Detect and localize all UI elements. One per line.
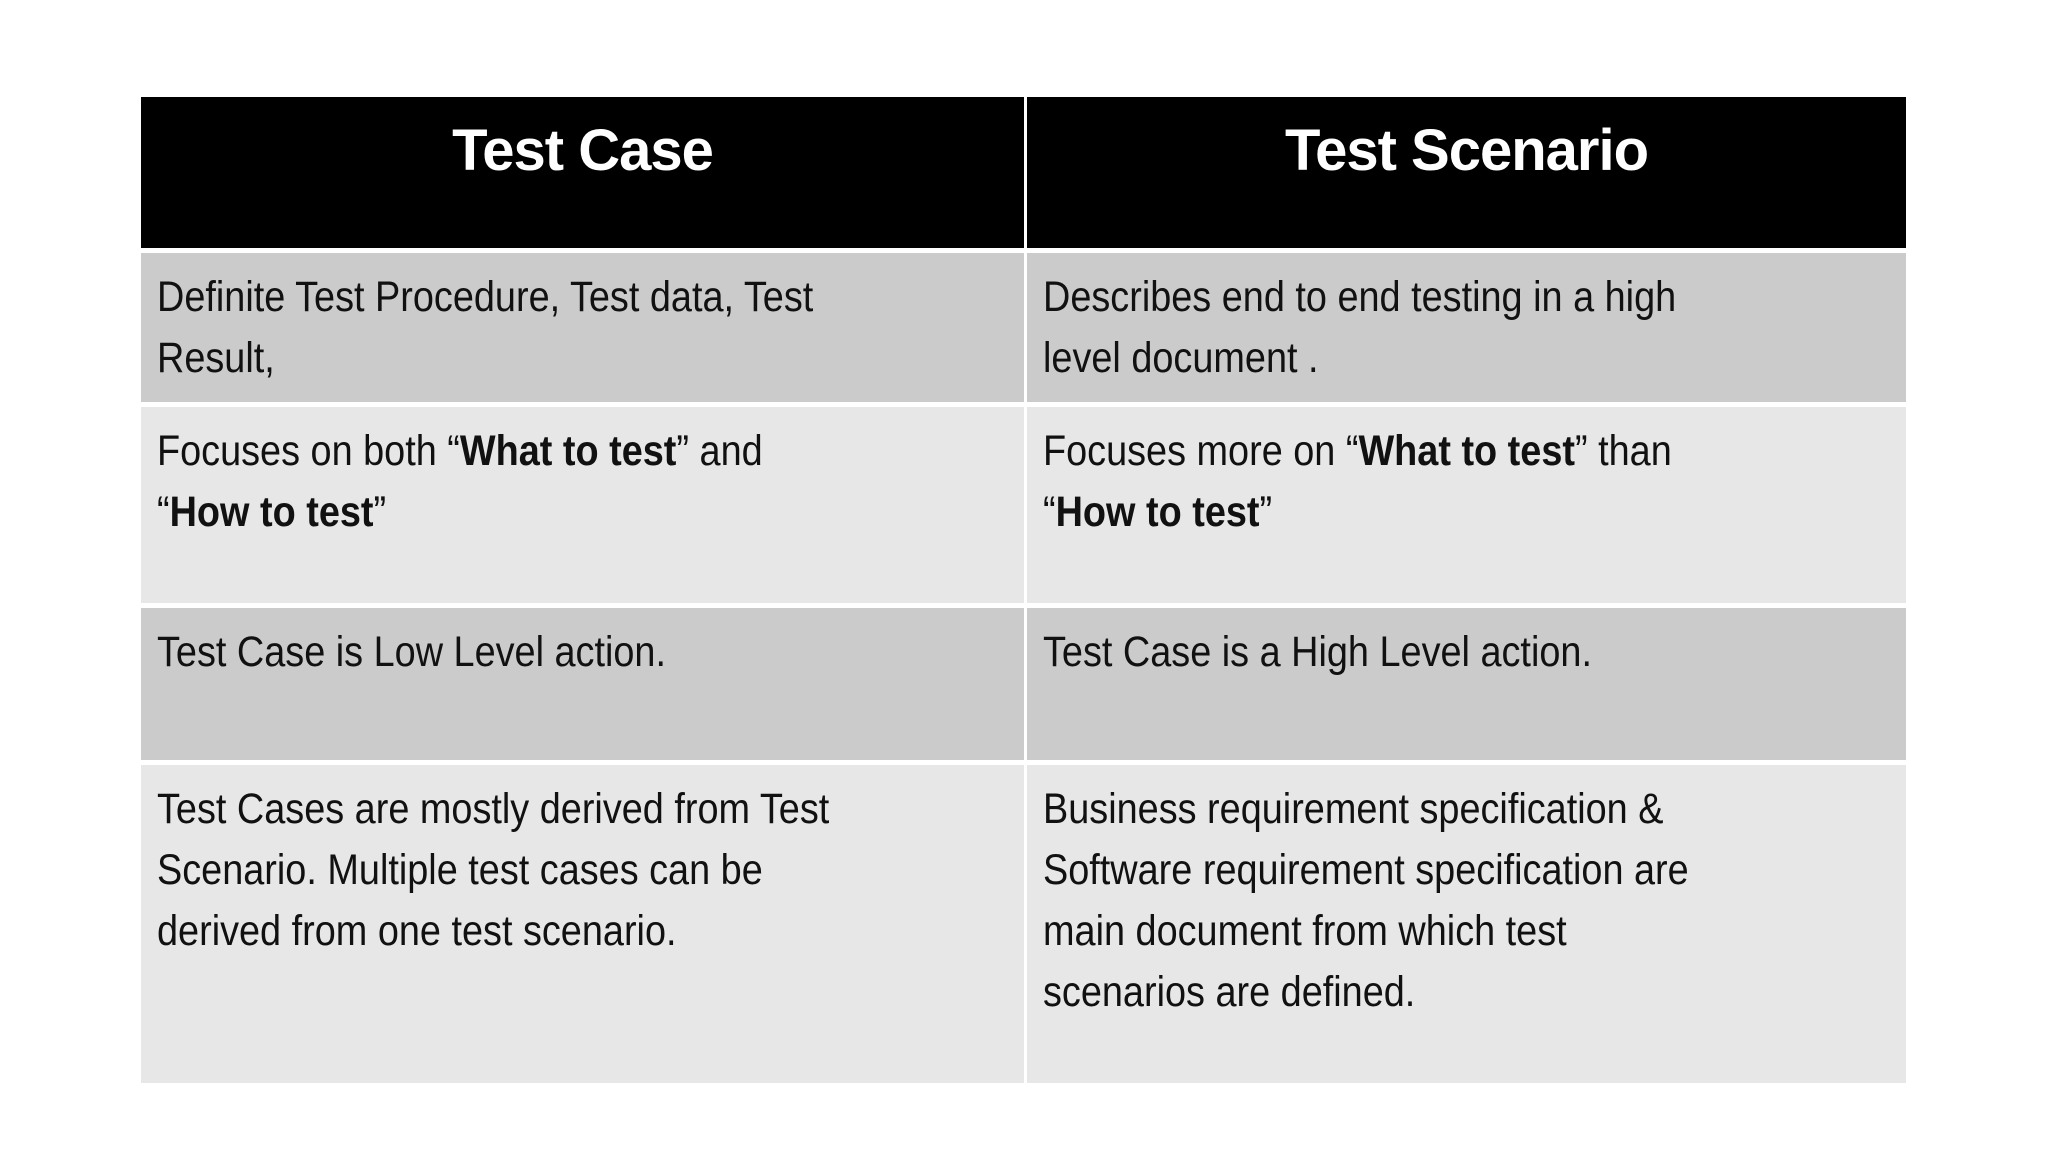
header-test-scenario: Test Scenario	[1024, 97, 1906, 248]
text: scenarios are defined.	[1043, 968, 1416, 1016]
text: Software requirement specification are	[1043, 846, 1689, 894]
text: Definite Test Procedure, Test data, Test	[157, 273, 814, 321]
table-row: Definite Test Procedure, Test data, Test…	[141, 253, 1906, 407]
text: Business requirement specification &	[1043, 785, 1664, 833]
cell-text-line: main document from which test	[1043, 901, 1788, 962]
test-scenario-cell: Business requirement specification & Soft…	[1024, 765, 1906, 1083]
cell-text-line: Result,	[157, 328, 906, 389]
test-scenario-cell: Describes end to end testing in a high le…	[1024, 253, 1906, 402]
text: ” and	[676, 427, 763, 475]
bold-text: How to test	[169, 488, 374, 536]
text: Test Case is a High Level action.	[1043, 628, 1592, 676]
header-test-case: Test Case	[452, 118, 714, 183]
cell-text-line: Definite Test Procedure, Test data, Test	[157, 267, 906, 328]
test-case-cell: Test Case is Low Level action.	[141, 608, 1024, 760]
cell-text-line: Test Cases are mostly derived from Test	[157, 779, 906, 840]
table-row: Test Cases are mostly derived from Test S…	[141, 765, 1906, 1088]
text: Scenario. Multiple test cases can be	[157, 846, 763, 894]
bold-text: What to test	[459, 427, 677, 475]
cell-text-line: “How to test”	[157, 482, 906, 543]
cell-text-line: derived from one test scenario.	[157, 901, 906, 962]
cell-text-line: Business requirement specification &	[1043, 779, 1788, 840]
text: main document from which test	[1043, 907, 1567, 955]
table-row: Focuses on both “What to test” and “How t…	[141, 407, 1906, 608]
cell-text-line: Describes end to end testing in a high	[1043, 267, 1788, 328]
cell-text-line: Software requirement specification are	[1043, 840, 1788, 901]
comparison-table: Test Case Test Scenario Definite Test Pr…	[141, 97, 1906, 1088]
text: Test Cases are mostly derived from Test	[157, 785, 830, 833]
test-case-cell: Focuses on both “What to test” and “How t…	[141, 407, 1024, 603]
table-row: Test Case is Low Level action. Test Case …	[141, 608, 1906, 765]
cell-text-line: Test Case is a High Level action.	[1043, 622, 1788, 683]
text: ”	[1259, 488, 1273, 536]
text: Focuses more on “	[1043, 427, 1359, 475]
text: “	[1043, 488, 1056, 536]
cell-text-line: Focuses on both “What to test” and	[157, 421, 906, 482]
text: Result,	[157, 334, 275, 382]
test-scenario-cell: Focuses more on “What to test” than “How …	[1024, 407, 1906, 603]
text: Test Case is Low Level action.	[157, 628, 666, 676]
cell-text-line: Test Case is Low Level action.	[157, 622, 906, 683]
bold-text: What to test	[1358, 427, 1575, 475]
cell-text-line: level document .	[1043, 328, 1788, 389]
text: Describes end to end testing in a high	[1043, 273, 1677, 321]
cell-text-line: scenarios are defined.	[1043, 962, 1788, 1023]
text: “	[157, 488, 170, 536]
text: ”	[373, 488, 387, 536]
cell-text-line: “How to test”	[1043, 482, 1788, 543]
text: level document .	[1043, 334, 1319, 382]
text: Focuses on both “	[157, 427, 460, 475]
cell-text-line: Scenario. Multiple test cases can be	[157, 840, 906, 901]
text: derived from one test scenario.	[157, 907, 677, 955]
test-case-cell: Definite Test Procedure, Test data, Test…	[141, 253, 1024, 402]
text: ” than	[1574, 427, 1672, 475]
bold-text: How to test	[1055, 488, 1260, 536]
cell-text-line: Focuses more on “What to test” than	[1043, 421, 1788, 482]
test-scenario-cell: Test Case is a High Level action.	[1024, 608, 1906, 760]
test-case-cell: Test Cases are mostly derived from Test S…	[141, 765, 1024, 1083]
table-header-row: Test Case Test Scenario	[141, 97, 1906, 253]
